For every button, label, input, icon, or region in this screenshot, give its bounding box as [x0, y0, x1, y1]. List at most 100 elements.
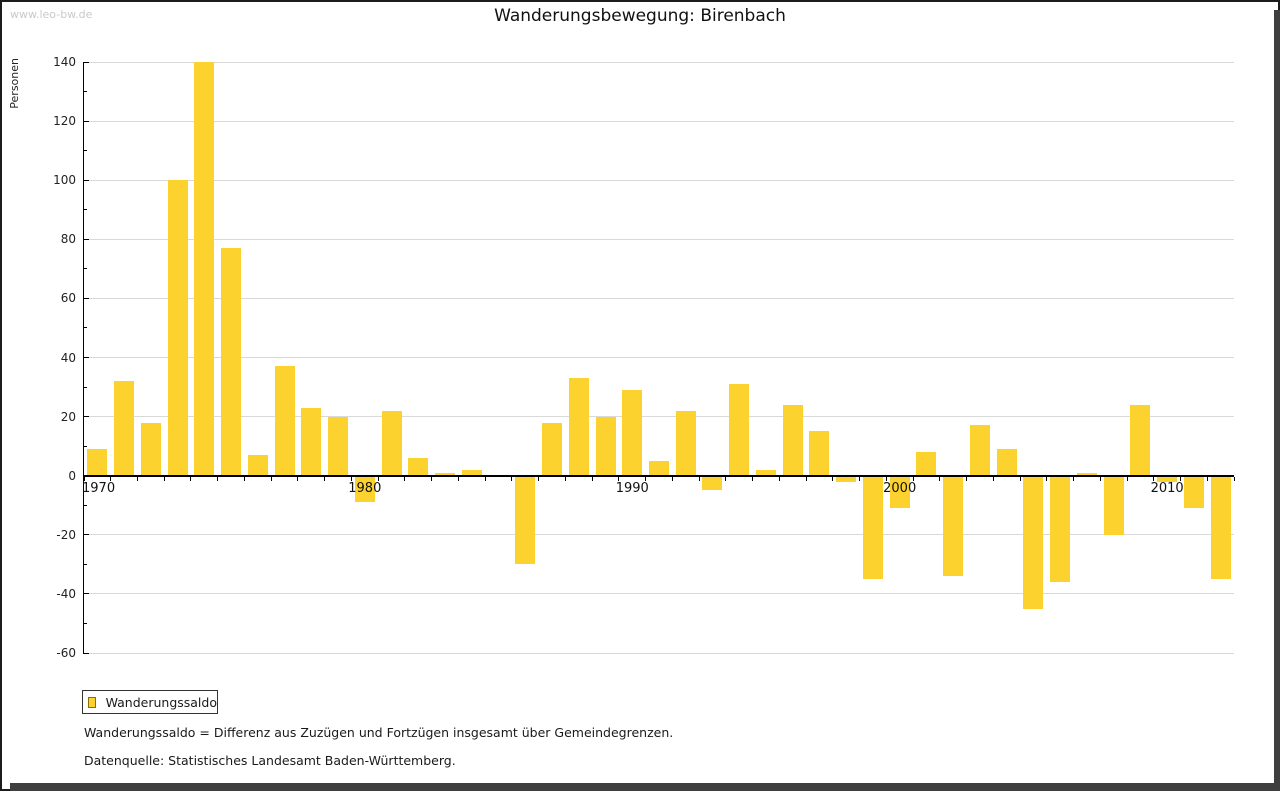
- x-tick-13: [431, 476, 433, 481]
- gridline-20: [84, 416, 1234, 418]
- y-tick-label-60: 60: [60, 291, 76, 306]
- y-tick-label-140: 140: [53, 55, 76, 69]
- y-tick-label-120: 120: [53, 114, 76, 129]
- x-tick-1: [110, 476, 112, 481]
- x-tick-4: [190, 476, 192, 481]
- bar-2009: [1130, 404, 1151, 477]
- gridline-120: [84, 120, 1234, 122]
- y-tick--60: [84, 652, 89, 654]
- legend-label: Wanderungssaldo: [105, 694, 217, 710]
- y-tick-100: [84, 179, 89, 181]
- gridline-60: [84, 297, 1234, 299]
- bar-1976: [247, 455, 268, 477]
- bar-2001: [916, 452, 937, 477]
- x-tick-41: [1180, 476, 1181, 481]
- x-tick-24: [725, 476, 727, 481]
- bar-2005: [1023, 476, 1044, 609]
- x-tick-26: [778, 476, 780, 481]
- y-tick--20: [84, 534, 89, 536]
- bar-1986: [515, 476, 536, 565]
- x-tick-43: [1233, 476, 1235, 481]
- bar-1991: [649, 460, 669, 477]
- x-tick-33: [966, 476, 968, 481]
- y-tick-label-40: 40: [60, 350, 76, 365]
- y-minor-tick-70: [84, 268, 87, 270]
- y-minor-tick-30: [84, 386, 87, 388]
- y-tick--40: [84, 593, 89, 595]
- y-tick-label--40: -40: [56, 586, 76, 601]
- x-tick-20: [618, 476, 620, 481]
- x-tick-6: [243, 476, 245, 481]
- bar-2002: [943, 476, 964, 577]
- x-tick-29: [859, 476, 861, 481]
- y-tick-label--20: -20: [56, 527, 76, 542]
- bar-1977: [274, 366, 295, 477]
- x-tick-10: [350, 476, 352, 481]
- x-tick-label-1970: 1970: [82, 480, 116, 496]
- bar-1971: [114, 381, 135, 477]
- gridline-100: [84, 179, 1234, 181]
- legend: Wanderungssaldo: [82, 690, 218, 714]
- bar-1994: [729, 384, 750, 477]
- x-tick-label-2010: 2010: [1150, 480, 1184, 496]
- gridline-140: [84, 61, 1234, 63]
- bar-2011: [1183, 476, 1204, 509]
- bar-1984: [461, 469, 482, 477]
- bar-1973: [167, 180, 188, 477]
- x-tick-34: [992, 476, 994, 481]
- x-tick-9: [324, 476, 326, 481]
- y-tick-120: [84, 120, 89, 122]
- x-tick-label-1990: 1990: [615, 480, 649, 496]
- y-minor-tick--30: [84, 563, 87, 565]
- x-tick-label-2000: 2000: [883, 480, 917, 496]
- x-tick-label-1980: 1980: [348, 480, 382, 496]
- bar-1990: [622, 390, 643, 477]
- x-tick-37: [1073, 476, 1075, 481]
- bar-2006: [1050, 476, 1071, 583]
- y-axis-line: [83, 62, 84, 654]
- y-tick-label-100: 100: [53, 173, 76, 188]
- x-tick-27: [805, 476, 807, 481]
- x-tick-18: [564, 476, 566, 481]
- x-tick-12: [404, 476, 406, 481]
- bar-1998: [836, 476, 857, 482]
- bar-1996: [782, 404, 803, 477]
- x-tick-23: [698, 476, 700, 481]
- bar-1974: [194, 62, 215, 477]
- x-tick-15: [484, 476, 486, 481]
- y-minor-tick-110: [84, 150, 87, 152]
- bar-1995: [755, 469, 776, 477]
- x-tick-25: [752, 476, 754, 481]
- y-tick-20: [84, 416, 89, 418]
- bar-1992: [675, 410, 696, 477]
- x-tick-38: [1099, 476, 1101, 481]
- plot-area: 140 120 100 80 60 40 20 0 -20 -40 -60 1970 1980 1990 2…: [53, 55, 1235, 660]
- bar-1997: [809, 431, 830, 477]
- bar-1980: [354, 476, 375, 503]
- y-minor-tick-10: [84, 445, 87, 447]
- chart-title: Wanderungsbewegung: Birenbach: [494, 6, 786, 26]
- y-tick-140: [84, 61, 89, 63]
- x-tick-21: [645, 476, 647, 481]
- x-tick-2: [136, 476, 138, 481]
- bar-1982: [408, 457, 429, 477]
- x-tick-19: [591, 476, 593, 481]
- y-tick-80: [84, 238, 89, 240]
- x-tick-35: [1019, 476, 1021, 481]
- y-tick-40: [84, 357, 89, 358]
- y-minor-tick-90: [84, 209, 87, 211]
- x-tick-42: [1206, 476, 1208, 481]
- y-minor-tick-130: [84, 91, 87, 93]
- x-tick-30: [885, 476, 887, 481]
- y-axis-title: Personen: [8, 58, 21, 109]
- bar-2012: [1210, 476, 1231, 580]
- bar-2003: [969, 425, 990, 477]
- gridline-80: [84, 238, 1234, 240]
- bar-1978: [301, 407, 322, 477]
- x-tick-16: [511, 476, 513, 481]
- x-tick-8: [297, 476, 299, 481]
- x-tick-40: [1153, 476, 1155, 481]
- x-tick-22: [671, 476, 673, 481]
